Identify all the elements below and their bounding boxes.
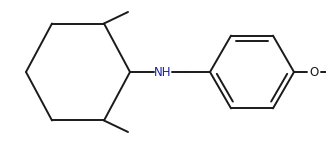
Text: O: O — [309, 66, 319, 78]
Text: NH: NH — [154, 66, 172, 78]
